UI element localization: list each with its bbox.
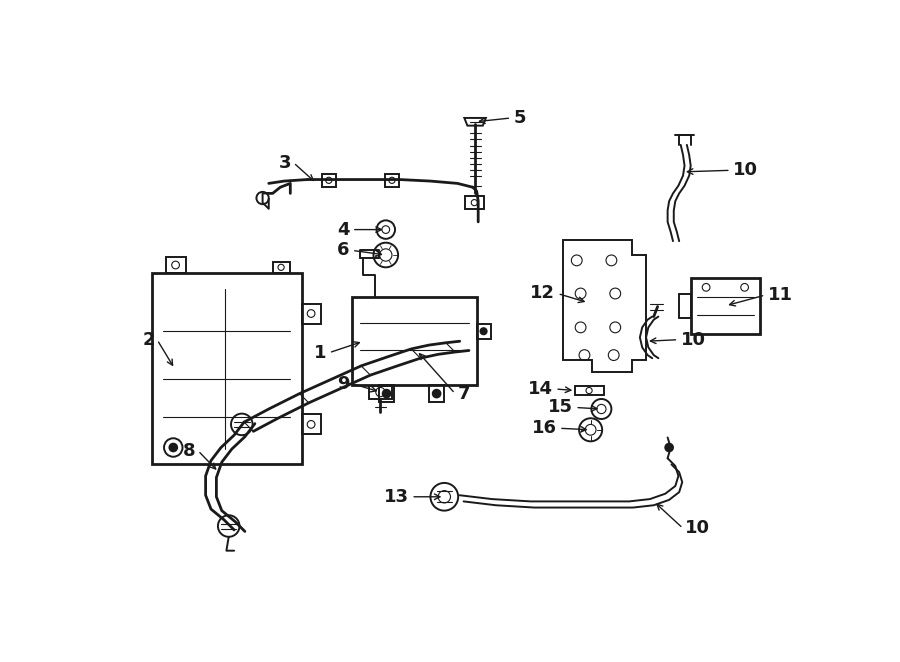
Text: 1: 1 — [314, 344, 327, 362]
Text: 6: 6 — [338, 242, 349, 260]
Circle shape — [481, 328, 487, 334]
Text: 7: 7 — [457, 385, 470, 402]
Text: 8: 8 — [183, 442, 195, 459]
Text: 10: 10 — [685, 520, 710, 538]
Text: 10: 10 — [680, 331, 706, 349]
Text: 13: 13 — [384, 488, 409, 506]
Text: 4: 4 — [338, 220, 349, 238]
Text: 10: 10 — [734, 162, 758, 179]
Circle shape — [382, 390, 391, 397]
Text: 3: 3 — [279, 154, 291, 171]
Text: 15: 15 — [548, 399, 573, 416]
Text: 11: 11 — [768, 286, 793, 304]
Circle shape — [169, 444, 177, 451]
Circle shape — [433, 390, 440, 397]
Text: 12: 12 — [530, 285, 555, 303]
Text: 2: 2 — [142, 331, 155, 349]
Text: 14: 14 — [528, 380, 553, 398]
Text: 16: 16 — [532, 419, 557, 437]
Text: 9: 9 — [338, 375, 349, 393]
Circle shape — [665, 444, 673, 451]
Text: 5: 5 — [514, 109, 526, 127]
